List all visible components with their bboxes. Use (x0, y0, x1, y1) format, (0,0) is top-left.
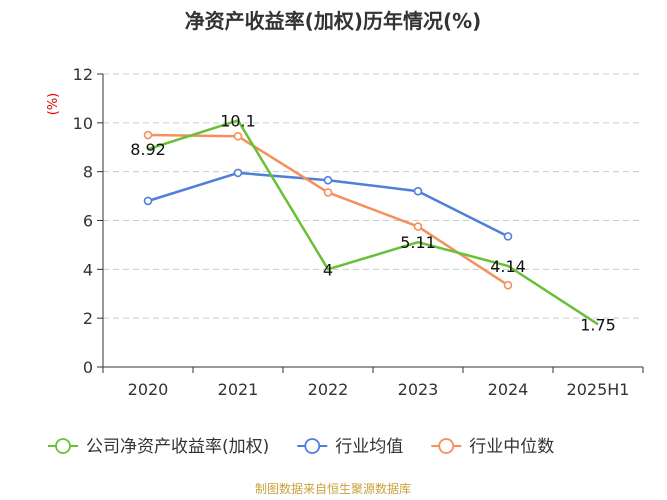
y-tick-label-0: 0 (83, 358, 93, 377)
y-axis-unit-label: (%) (46, 93, 61, 116)
legend-item-1[interactable]: 行业均值 (297, 437, 403, 457)
data-label-2025H1: 1.75 (580, 315, 616, 334)
legend-item-2[interactable]: 行业中位数 (431, 437, 554, 457)
point-s2-2024 (503, 280, 513, 290)
x-tick-label-2024: 2024 (488, 380, 529, 399)
x-tick-label-2022: 2022 (308, 380, 349, 399)
x-tick-label-2025H1: 2025H1 (567, 380, 630, 399)
y-tick-label-8: 8 (83, 163, 93, 182)
y-tick-label-2: 2 (83, 309, 93, 328)
x-tick-label-2020: 2020 (128, 380, 169, 399)
point-s2-2022 (323, 188, 333, 197)
data-label-2024: 4.14 (490, 257, 526, 276)
legend[interactable]: 公司净资产收益率(加权) 行业均值 行业中位数 (48, 437, 554, 457)
x-tick-label-2023: 2023 (398, 380, 439, 399)
point-s2-2023 (413, 222, 423, 231)
point-s1-2022 (323, 175, 333, 185)
source-note: 制图数据来自恒生聚源数据库 (255, 481, 411, 496)
series-layer (143, 119, 599, 326)
gridlines (103, 73, 643, 319)
legend-swatch-marker-2 (438, 438, 455, 454)
data-labels: 8.92 10.1 4 5.11 4.14 1.75 (130, 111, 616, 334)
data-label-2021: 10.1 (220, 111, 256, 130)
series-line-0 (147, 119, 599, 326)
point-s1-2020 (143, 196, 153, 206)
data-label-2023: 5.11 (400, 233, 436, 252)
legend-label-1: 行业均值 (335, 437, 403, 457)
axes: 0 2 4 6 8 10 12 2020 2021 2022 2023 2024 2025H1 (73, 65, 644, 399)
legend-label-0: 公司净资产收益率(加权) (86, 437, 269, 457)
data-label-2022: 4 (323, 260, 333, 279)
y-tick-label-6: 6 (83, 212, 93, 231)
point-s1-2024 (503, 232, 513, 241)
x-tick-label-2021: 2021 (218, 380, 259, 399)
legend-swatch-marker-1 (304, 438, 321, 454)
point-s1-2023 (413, 186, 423, 196)
data-label-2020: 8.92 (130, 140, 166, 159)
point-s2-2020 (143, 130, 153, 140)
point-s1-2021 (233, 168, 243, 178)
y-tick-label-12: 12 (73, 65, 93, 84)
legend-swatch-marker-0 (55, 438, 71, 454)
legend-item-0[interactable]: 公司净资产收益率(加权) (48, 437, 269, 457)
point-s2-2021 (233, 131, 243, 141)
y-tick-label-10: 10 (73, 114, 93, 133)
y-tick-label-4: 4 (83, 260, 93, 279)
chart-title: 净资产收益率(加权)历年情况(%) (185, 9, 482, 33)
legend-label-2: 行业中位数 (469, 437, 554, 457)
